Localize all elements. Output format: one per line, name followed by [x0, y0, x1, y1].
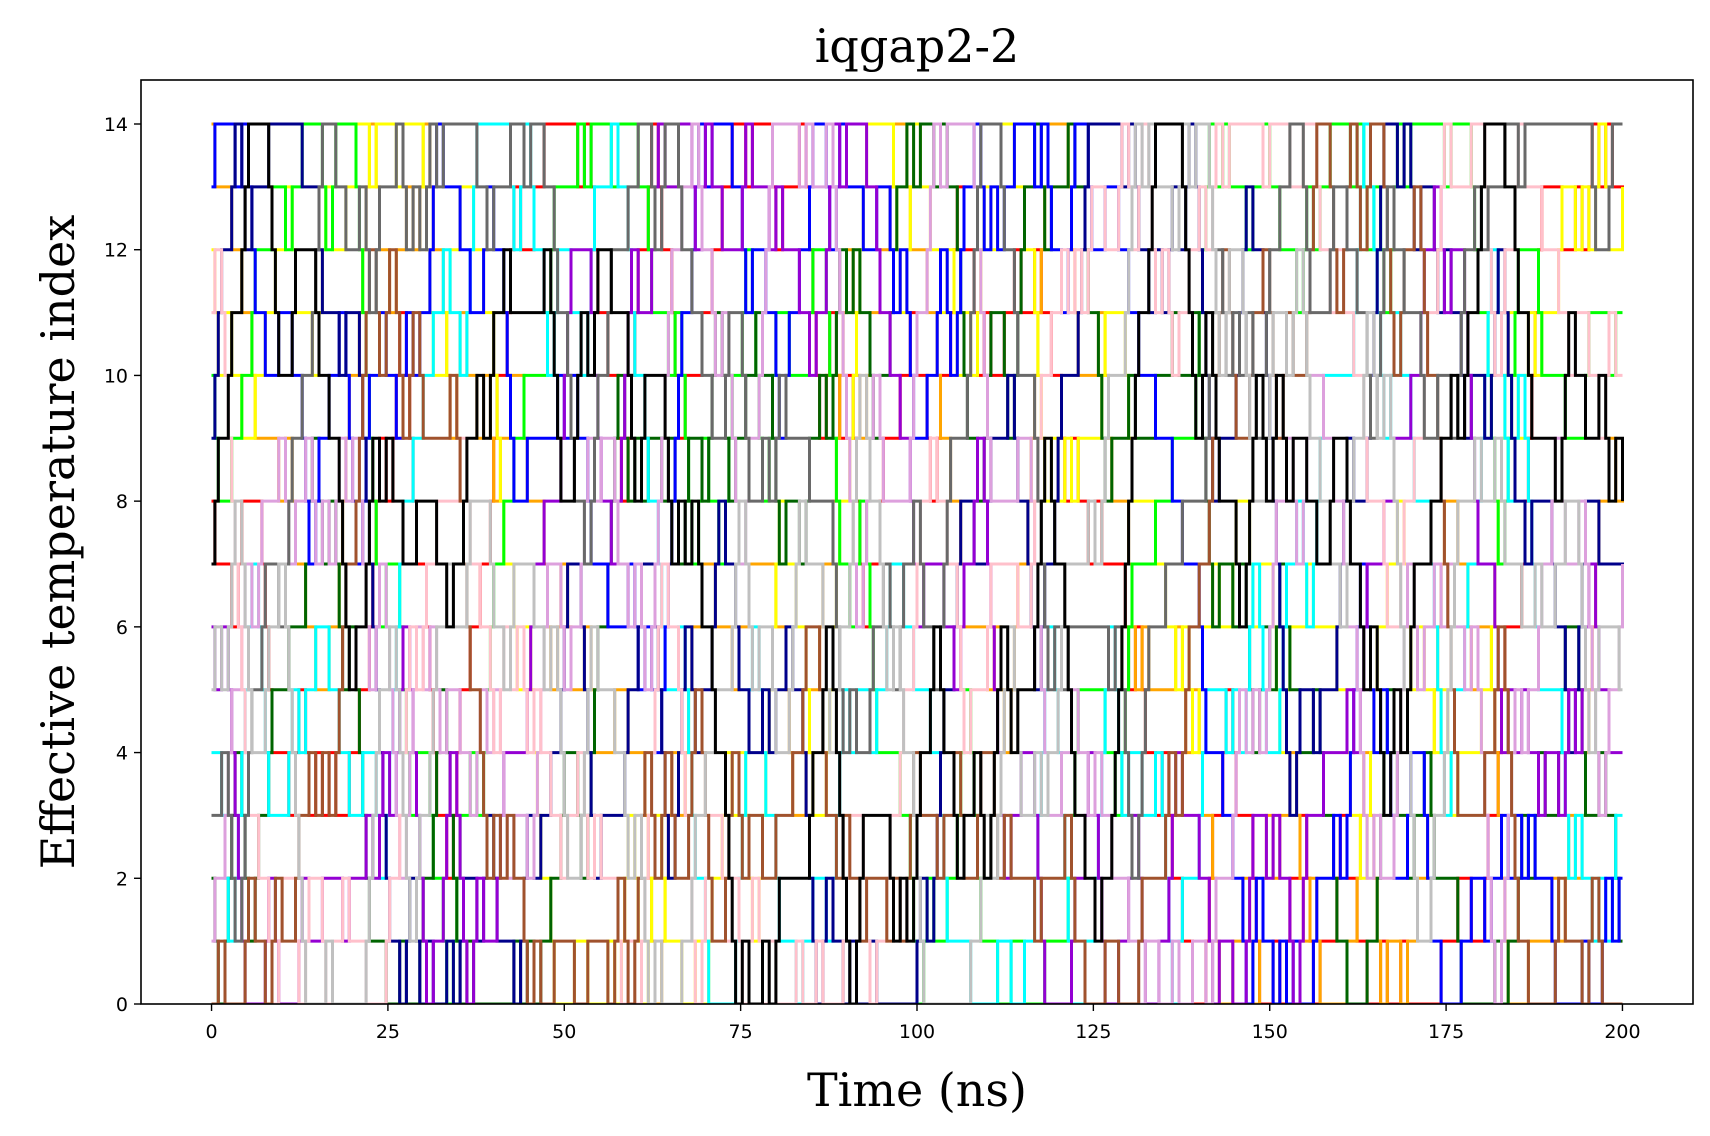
series-line-14: [211, 122, 1623, 1004]
y-tick-label: 14: [104, 114, 128, 136]
x-axis: 0 25 50 75 100 125 150 175 200: [205, 1004, 1641, 1043]
x-tick-label: 25: [376, 1021, 400, 1043]
y-tick-label: 6: [116, 617, 128, 639]
y-tick-label: 2: [116, 868, 128, 890]
y-axis-label: Effective temperature index: [31, 215, 85, 870]
x-axis-label: Time (ns): [807, 1063, 1027, 1117]
x-tick-label: 0: [205, 1021, 217, 1043]
series-line-13: [211, 122, 1623, 943]
plot-area: [211, 122, 1624, 1004]
chart-title: iqgap2-2: [815, 19, 1020, 73]
x-tick-label: 175: [1428, 1021, 1464, 1043]
x-tick-label: 50: [552, 1021, 576, 1043]
y-tick-label: 10: [104, 365, 128, 387]
y-axis: 0 2 4 6 8 10 12 14: [104, 114, 141, 1016]
x-tick-label: 150: [1252, 1021, 1288, 1043]
y-tick-label: 0: [116, 994, 128, 1016]
x-tick-label: 200: [1604, 1021, 1640, 1043]
x-tick-label: 75: [729, 1021, 753, 1043]
y-tick-label: 4: [116, 743, 128, 765]
x-tick-label: 125: [1075, 1021, 1111, 1043]
series-line-5: [211, 122, 1623, 1004]
series-line-15: [211, 122, 1624, 1004]
y-tick-label: 12: [104, 240, 128, 262]
y-tick-label: 8: [116, 491, 128, 513]
x-tick-label: 100: [899, 1021, 935, 1043]
